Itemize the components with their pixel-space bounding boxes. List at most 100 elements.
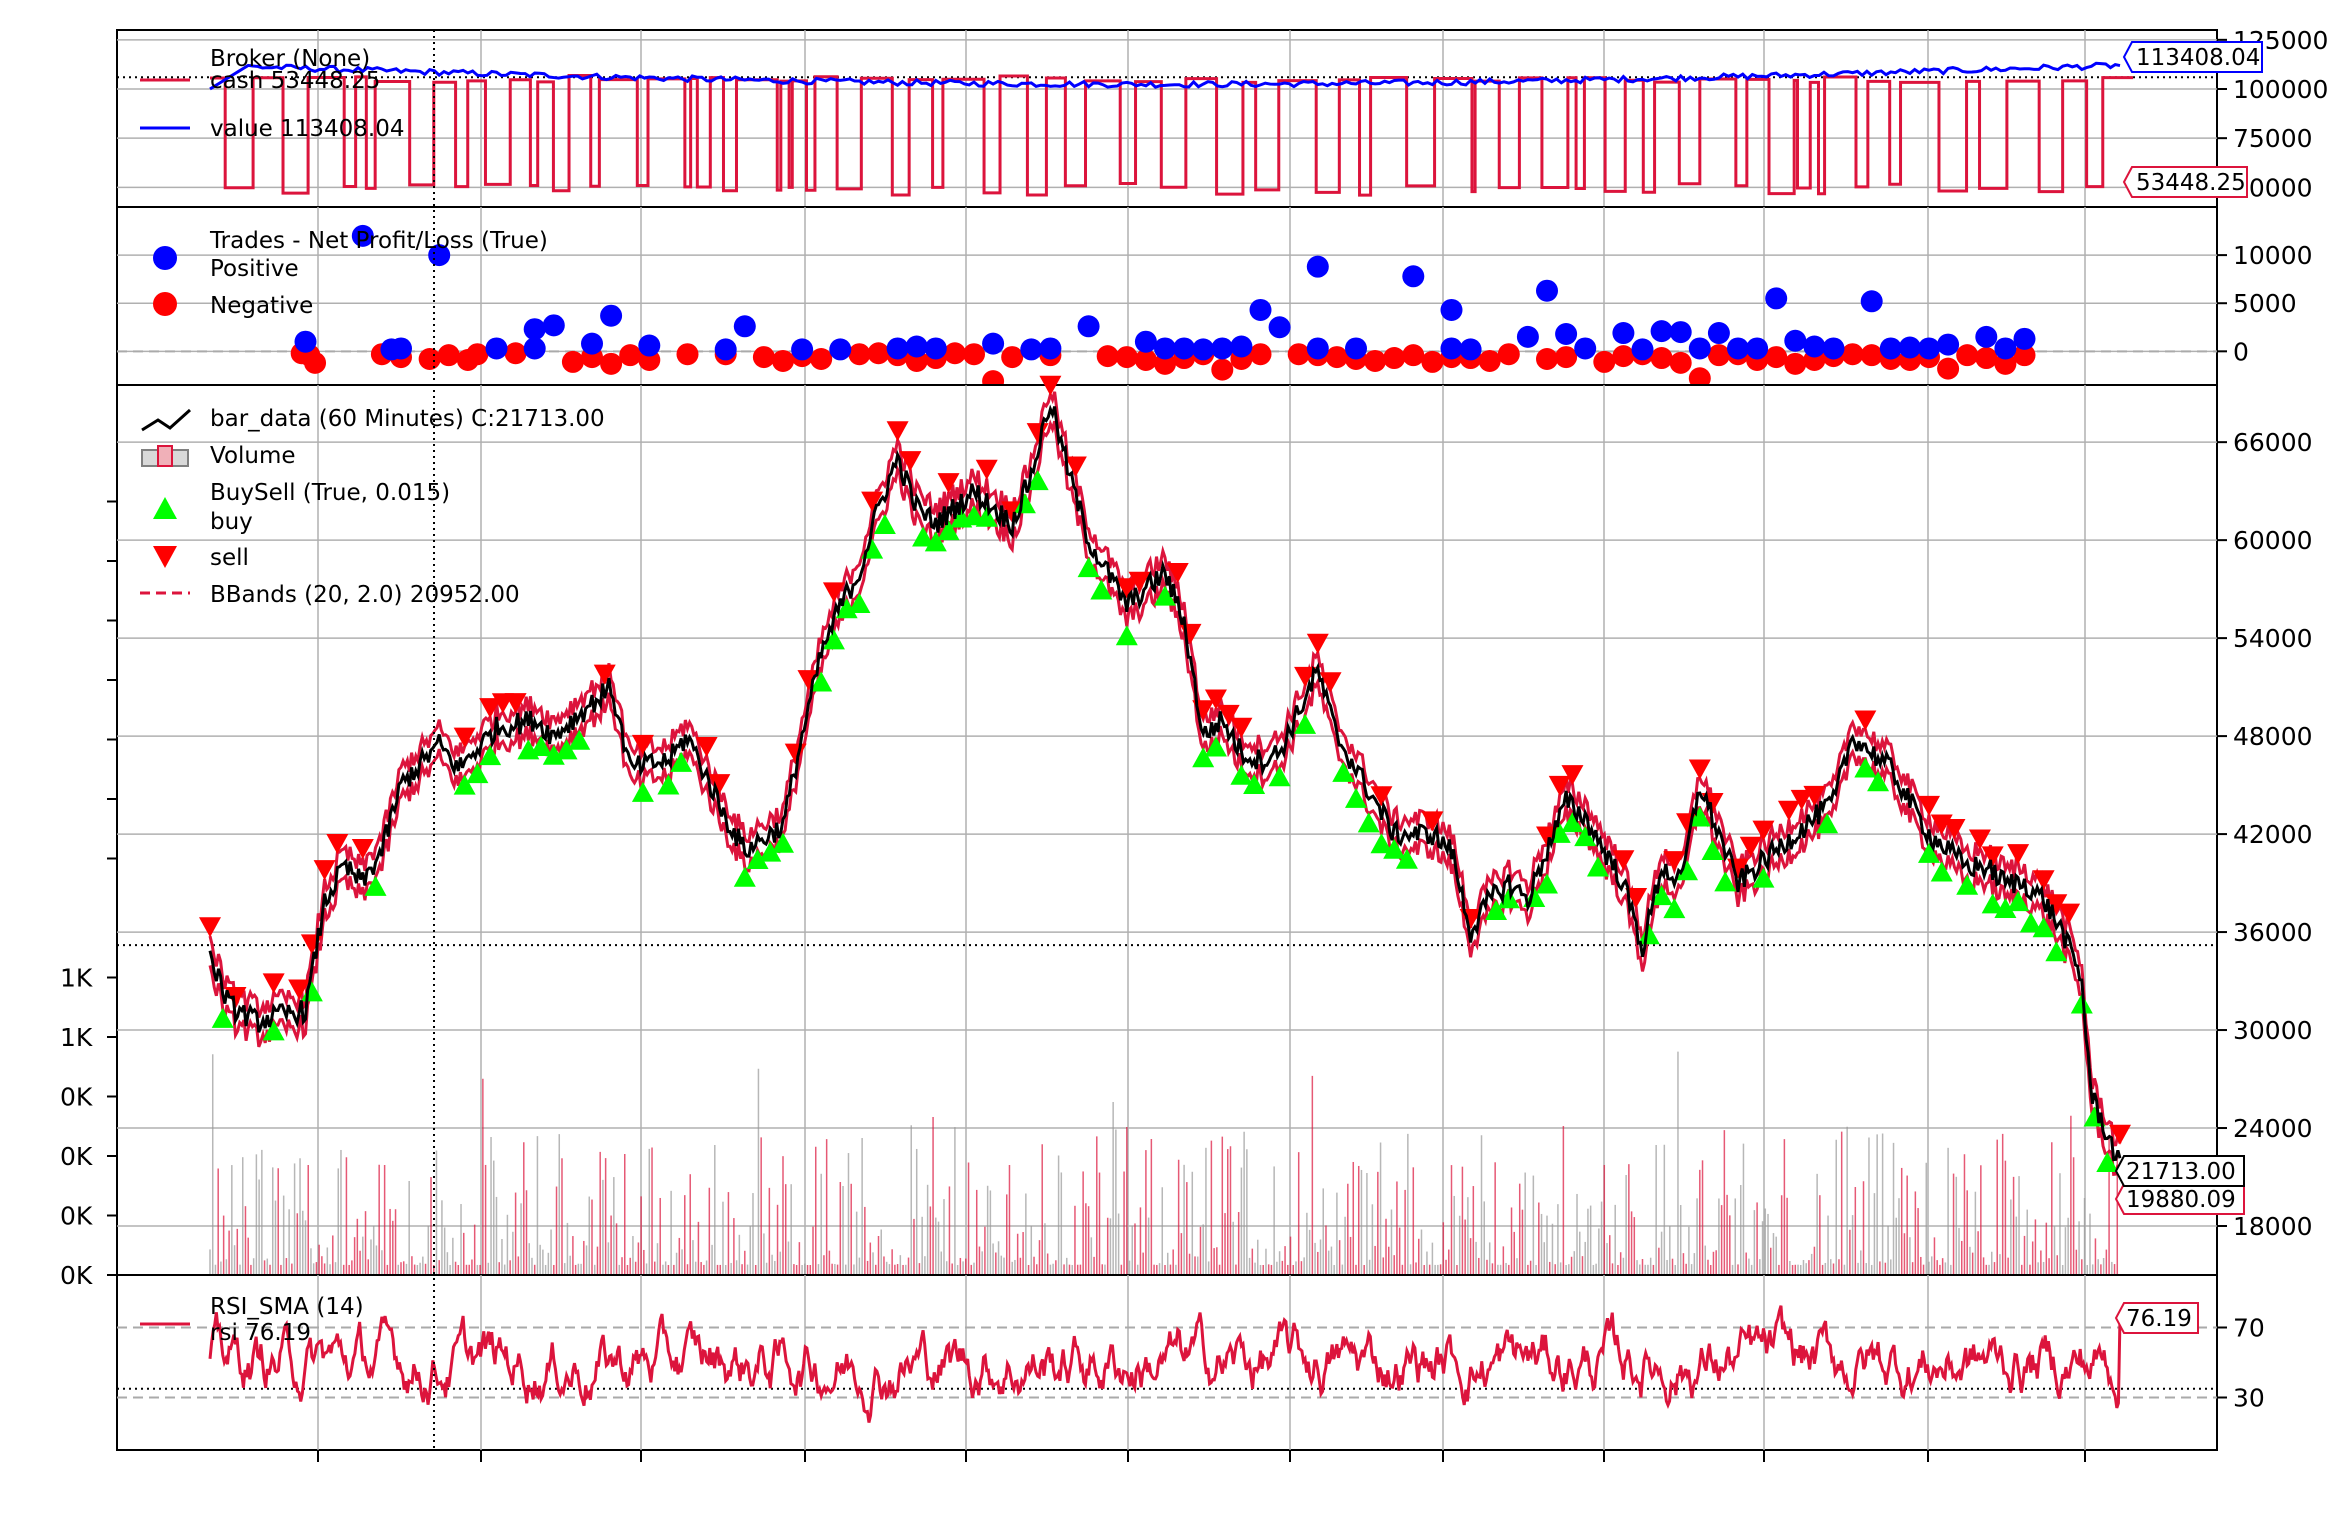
- bar-data-legend-swatch: [141, 408, 192, 432]
- buy-marker: [733, 866, 756, 887]
- y-tick-label: 36000: [2233, 918, 2313, 947]
- buy-marker: [1485, 899, 1508, 920]
- y-tick-label: 18000: [2233, 1212, 2313, 1241]
- rsi-last-tag: 76.19: [2114, 1302, 2199, 1334]
- buy-marker: [1586, 856, 1609, 877]
- positive-trade-marker: [390, 337, 412, 360]
- price-legend: bar_data (60 Minutes) C:21713.00 Volume …: [140, 406, 605, 608]
- negative-trade-marker: [1612, 345, 1635, 368]
- volume-tick-label: 0K: [60, 1083, 93, 1112]
- buy-marker: [1701, 839, 1724, 860]
- rsi-legend-title: RSI_SMA (14): [210, 1294, 364, 1320]
- negative-trade-marker: [1134, 348, 1157, 371]
- sell-marker: [1306, 633, 1329, 654]
- positive-trade-marker: [905, 335, 928, 358]
- negative-trade-marker: [437, 344, 460, 367]
- sell-marker: [313, 860, 336, 881]
- buy-marker: [2096, 1152, 2119, 1173]
- buy-marker: [759, 841, 782, 862]
- sell-marker: [1128, 571, 1151, 592]
- negative-trade-marker: [1421, 350, 1444, 373]
- buy-marker: [211, 1007, 234, 1028]
- y-tick-label: 75000: [2233, 124, 2313, 153]
- positive-trade-marker: [1230, 335, 1253, 358]
- sell-marker: [2109, 1124, 2131, 1145]
- positive-trade-marker: [982, 332, 1005, 355]
- negative-trade-marker: [1784, 352, 1807, 375]
- positive-trade-marker: [2013, 327, 2036, 350]
- buy-marker: [1230, 764, 1253, 785]
- buy-marker: [1956, 874, 1979, 895]
- buy-marker: [1192, 747, 1215, 768]
- buy-marker: [2019, 912, 2042, 933]
- sell-marker: [1918, 795, 1940, 816]
- buy-marker: [1115, 625, 1138, 646]
- positive-trade-marker: [1440, 298, 1463, 321]
- negative-trade-marker: [504, 342, 527, 365]
- buy-marker: [631, 781, 654, 802]
- y-tick-label: 30000: [2233, 1016, 2313, 1045]
- sell-marker: [262, 973, 285, 994]
- negative-trade-marker: [848, 343, 871, 366]
- positive-trade-marker: [1249, 298, 1272, 321]
- positive-trade-marker: [1688, 337, 1711, 360]
- value-last-tag: 113408.04: [2122, 41, 2263, 73]
- close-last-label: 21713.00: [2126, 1159, 2236, 1185]
- negative-trade-marker: [1669, 351, 1692, 374]
- broker-series: [209, 61, 2134, 197]
- buy-marker: [1243, 774, 1266, 795]
- buy-marker: [2045, 941, 2068, 962]
- buy-marker: [466, 763, 489, 784]
- buy-marker: [1854, 757, 1877, 778]
- negative-trade-marker: [1383, 347, 1406, 370]
- y-tick-label: 42000: [2233, 820, 2313, 849]
- sell-legend-label: sell: [210, 545, 249, 571]
- bar-data-legend-label: bar_data (60 Minutes) C:21713.00: [210, 406, 605, 432]
- buy-marker: [1090, 579, 1113, 600]
- negative-trade-marker: [1994, 352, 2017, 375]
- sell-marker: [504, 693, 527, 714]
- negative-trade-marker: [1688, 367, 1711, 390]
- positive-trade-marker: [638, 334, 661, 357]
- positive-trade-marker: [1192, 338, 1215, 361]
- positive-trade-marker: [1039, 337, 1062, 360]
- sell-marker: [224, 987, 247, 1008]
- positive-trade-marker: [1574, 337, 1597, 360]
- buy-marker: [822, 629, 845, 650]
- value-last-label: 113408.04: [2136, 45, 2260, 71]
- sell-marker: [288, 979, 311, 1000]
- sell-marker: [1064, 456, 1087, 477]
- cash-last-tag: 53448.25: [2122, 166, 2248, 198]
- x-axis-ticks: [317, 1450, 2086, 1462]
- buy-marker: [1536, 873, 1558, 894]
- sell-marker: [708, 774, 731, 795]
- sell-marker: [1803, 785, 1826, 806]
- price-grid: [117, 385, 2217, 1275]
- buy-marker: [835, 598, 858, 619]
- positive-trade-marker: [1650, 320, 1673, 343]
- buy-marker: [873, 513, 896, 534]
- positive-trade-marker: [351, 224, 374, 247]
- close-last-tag: 21713.00: [2114, 1155, 2245, 1187]
- negative-trade-marker: [1860, 344, 1883, 367]
- positive-trade-marker: [886, 337, 909, 360]
- positive-trade-marker: [1727, 337, 1749, 360]
- buy-marker: [848, 592, 871, 613]
- sell-marker: [1688, 759, 1711, 780]
- negative-trade-marker: [1937, 357, 1960, 380]
- positive-trade-marker: [733, 315, 756, 338]
- sell-marker: [1421, 811, 1444, 832]
- sell-marker: [1561, 765, 1584, 786]
- sell-marker: [1739, 836, 1762, 857]
- sell-marker: [1625, 888, 1648, 909]
- positive-trade-marker: [1994, 337, 2017, 360]
- positive-trade-marker: [1746, 337, 1769, 360]
- positive-trade-marker: [1134, 330, 1157, 353]
- sell-marker: [1319, 672, 1342, 693]
- y-tick-label: 54000: [2233, 624, 2313, 653]
- negative-trade-marker: [1287, 343, 1310, 366]
- positive-trade-marker: [1173, 337, 1196, 360]
- sell-marker: [975, 459, 998, 480]
- price-series: [199, 375, 2131, 1177]
